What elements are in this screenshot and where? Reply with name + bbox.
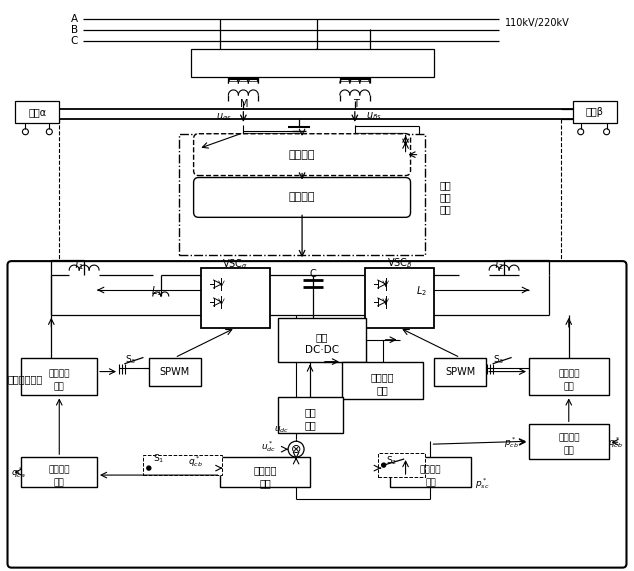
Text: ⊗: ⊗	[291, 443, 301, 456]
Text: $u_{\beta s}$: $u_{\beta s}$	[366, 111, 382, 123]
Text: 控制: 控制	[564, 382, 574, 391]
FancyBboxPatch shape	[365, 268, 434, 328]
Text: S$_1$: S$_1$	[153, 453, 164, 465]
Text: 双向: 双向	[316, 332, 328, 342]
Text: S$_2$: S$_2$	[386, 455, 398, 468]
Text: 上层: 上层	[439, 180, 451, 191]
Text: B: B	[71, 25, 78, 35]
Text: $p^*_{sc}$: $p^*_{sc}$	[476, 477, 489, 492]
Text: 直流电压: 直流电压	[254, 465, 277, 475]
FancyBboxPatch shape	[278, 318, 366, 361]
Text: C: C	[309, 269, 316, 279]
Text: S$_3$: S$_3$	[126, 353, 136, 366]
FancyBboxPatch shape	[22, 457, 97, 487]
FancyBboxPatch shape	[143, 455, 223, 475]
Text: 控制: 控制	[377, 385, 389, 396]
Text: $p^*_{cb}$: $p^*_{cb}$	[504, 435, 519, 450]
FancyBboxPatch shape	[529, 357, 609, 396]
Text: C: C	[71, 36, 78, 46]
FancyBboxPatch shape	[200, 268, 270, 328]
Text: 控制: 控制	[564, 447, 574, 456]
Text: 机车β: 机车β	[586, 107, 604, 117]
Text: SPWM: SPWM	[445, 367, 476, 377]
Text: VSC$_\alpha$: VSC$_\alpha$	[223, 257, 249, 271]
Text: 控制: 控制	[54, 382, 65, 391]
FancyBboxPatch shape	[434, 357, 486, 385]
Text: $T_2$: $T_2$	[493, 258, 505, 272]
Text: S$_3$: S$_3$	[493, 353, 505, 366]
Text: 电容: 电容	[304, 420, 316, 431]
FancyBboxPatch shape	[573, 101, 616, 123]
FancyBboxPatch shape	[8, 261, 626, 568]
FancyBboxPatch shape	[22, 357, 97, 396]
Text: 控制: 控制	[425, 478, 436, 488]
Text: 控制: 控制	[54, 478, 65, 488]
Text: 功率外环: 功率外环	[420, 465, 441, 475]
Text: DC·DC: DC·DC	[305, 345, 339, 355]
Text: M: M	[240, 99, 249, 109]
FancyBboxPatch shape	[378, 453, 425, 477]
FancyBboxPatch shape	[390, 457, 471, 487]
Text: A: A	[71, 14, 78, 25]
FancyBboxPatch shape	[342, 361, 424, 400]
FancyBboxPatch shape	[278, 397, 343, 433]
Text: SPWM: SPWM	[160, 367, 190, 377]
Circle shape	[382, 463, 385, 467]
Text: 机车α: 机车α	[29, 107, 46, 117]
FancyBboxPatch shape	[15, 101, 59, 123]
FancyBboxPatch shape	[193, 134, 411, 175]
Text: $q^*_{ca}$: $q^*_{ca}$	[11, 465, 26, 480]
Text: 底层控制单元: 底层控制单元	[8, 375, 42, 384]
Text: 控制: 控制	[439, 192, 451, 203]
Text: 电流内环: 电流内环	[558, 369, 579, 378]
Text: 功率外环: 功率外环	[49, 465, 70, 475]
Text: $T_1$: $T_1$	[74, 258, 85, 272]
Text: 模式判断: 模式判断	[289, 192, 315, 203]
Text: 控制: 控制	[259, 478, 271, 488]
FancyBboxPatch shape	[191, 49, 434, 77]
FancyBboxPatch shape	[179, 134, 425, 255]
Text: VSC$_\beta$: VSC$_\beta$	[387, 257, 413, 271]
Circle shape	[147, 466, 151, 470]
FancyBboxPatch shape	[529, 424, 609, 459]
Text: 电流内环: 电流内环	[49, 369, 70, 378]
Text: $u^*_{dc}$: $u^*_{dc}$	[261, 439, 276, 454]
FancyBboxPatch shape	[221, 457, 310, 487]
FancyBboxPatch shape	[149, 357, 200, 385]
Text: $q^*_{cb}$: $q^*_{cb}$	[607, 435, 623, 450]
Text: $L_1$: $L_1$	[152, 284, 162, 298]
Text: T: T	[353, 99, 359, 109]
Text: 110kV/220kV: 110kV/220kV	[505, 18, 570, 29]
Text: 直流电流: 直流电流	[371, 372, 394, 383]
Text: 超级: 超级	[304, 407, 316, 417]
Text: 负载检测: 负载检测	[289, 150, 315, 160]
Text: $u_{\alpha s}$: $u_{\alpha s}$	[216, 111, 233, 123]
Text: $L_2$: $L_2$	[416, 284, 427, 298]
FancyBboxPatch shape	[193, 178, 411, 218]
Text: 单元: 单元	[439, 204, 451, 214]
Text: $u_{dc}$: $u_{dc}$	[274, 424, 289, 435]
Text: 功率外环: 功率外环	[558, 434, 579, 443]
Text: $q^*_{cb}$: $q^*_{cb}$	[188, 454, 203, 469]
